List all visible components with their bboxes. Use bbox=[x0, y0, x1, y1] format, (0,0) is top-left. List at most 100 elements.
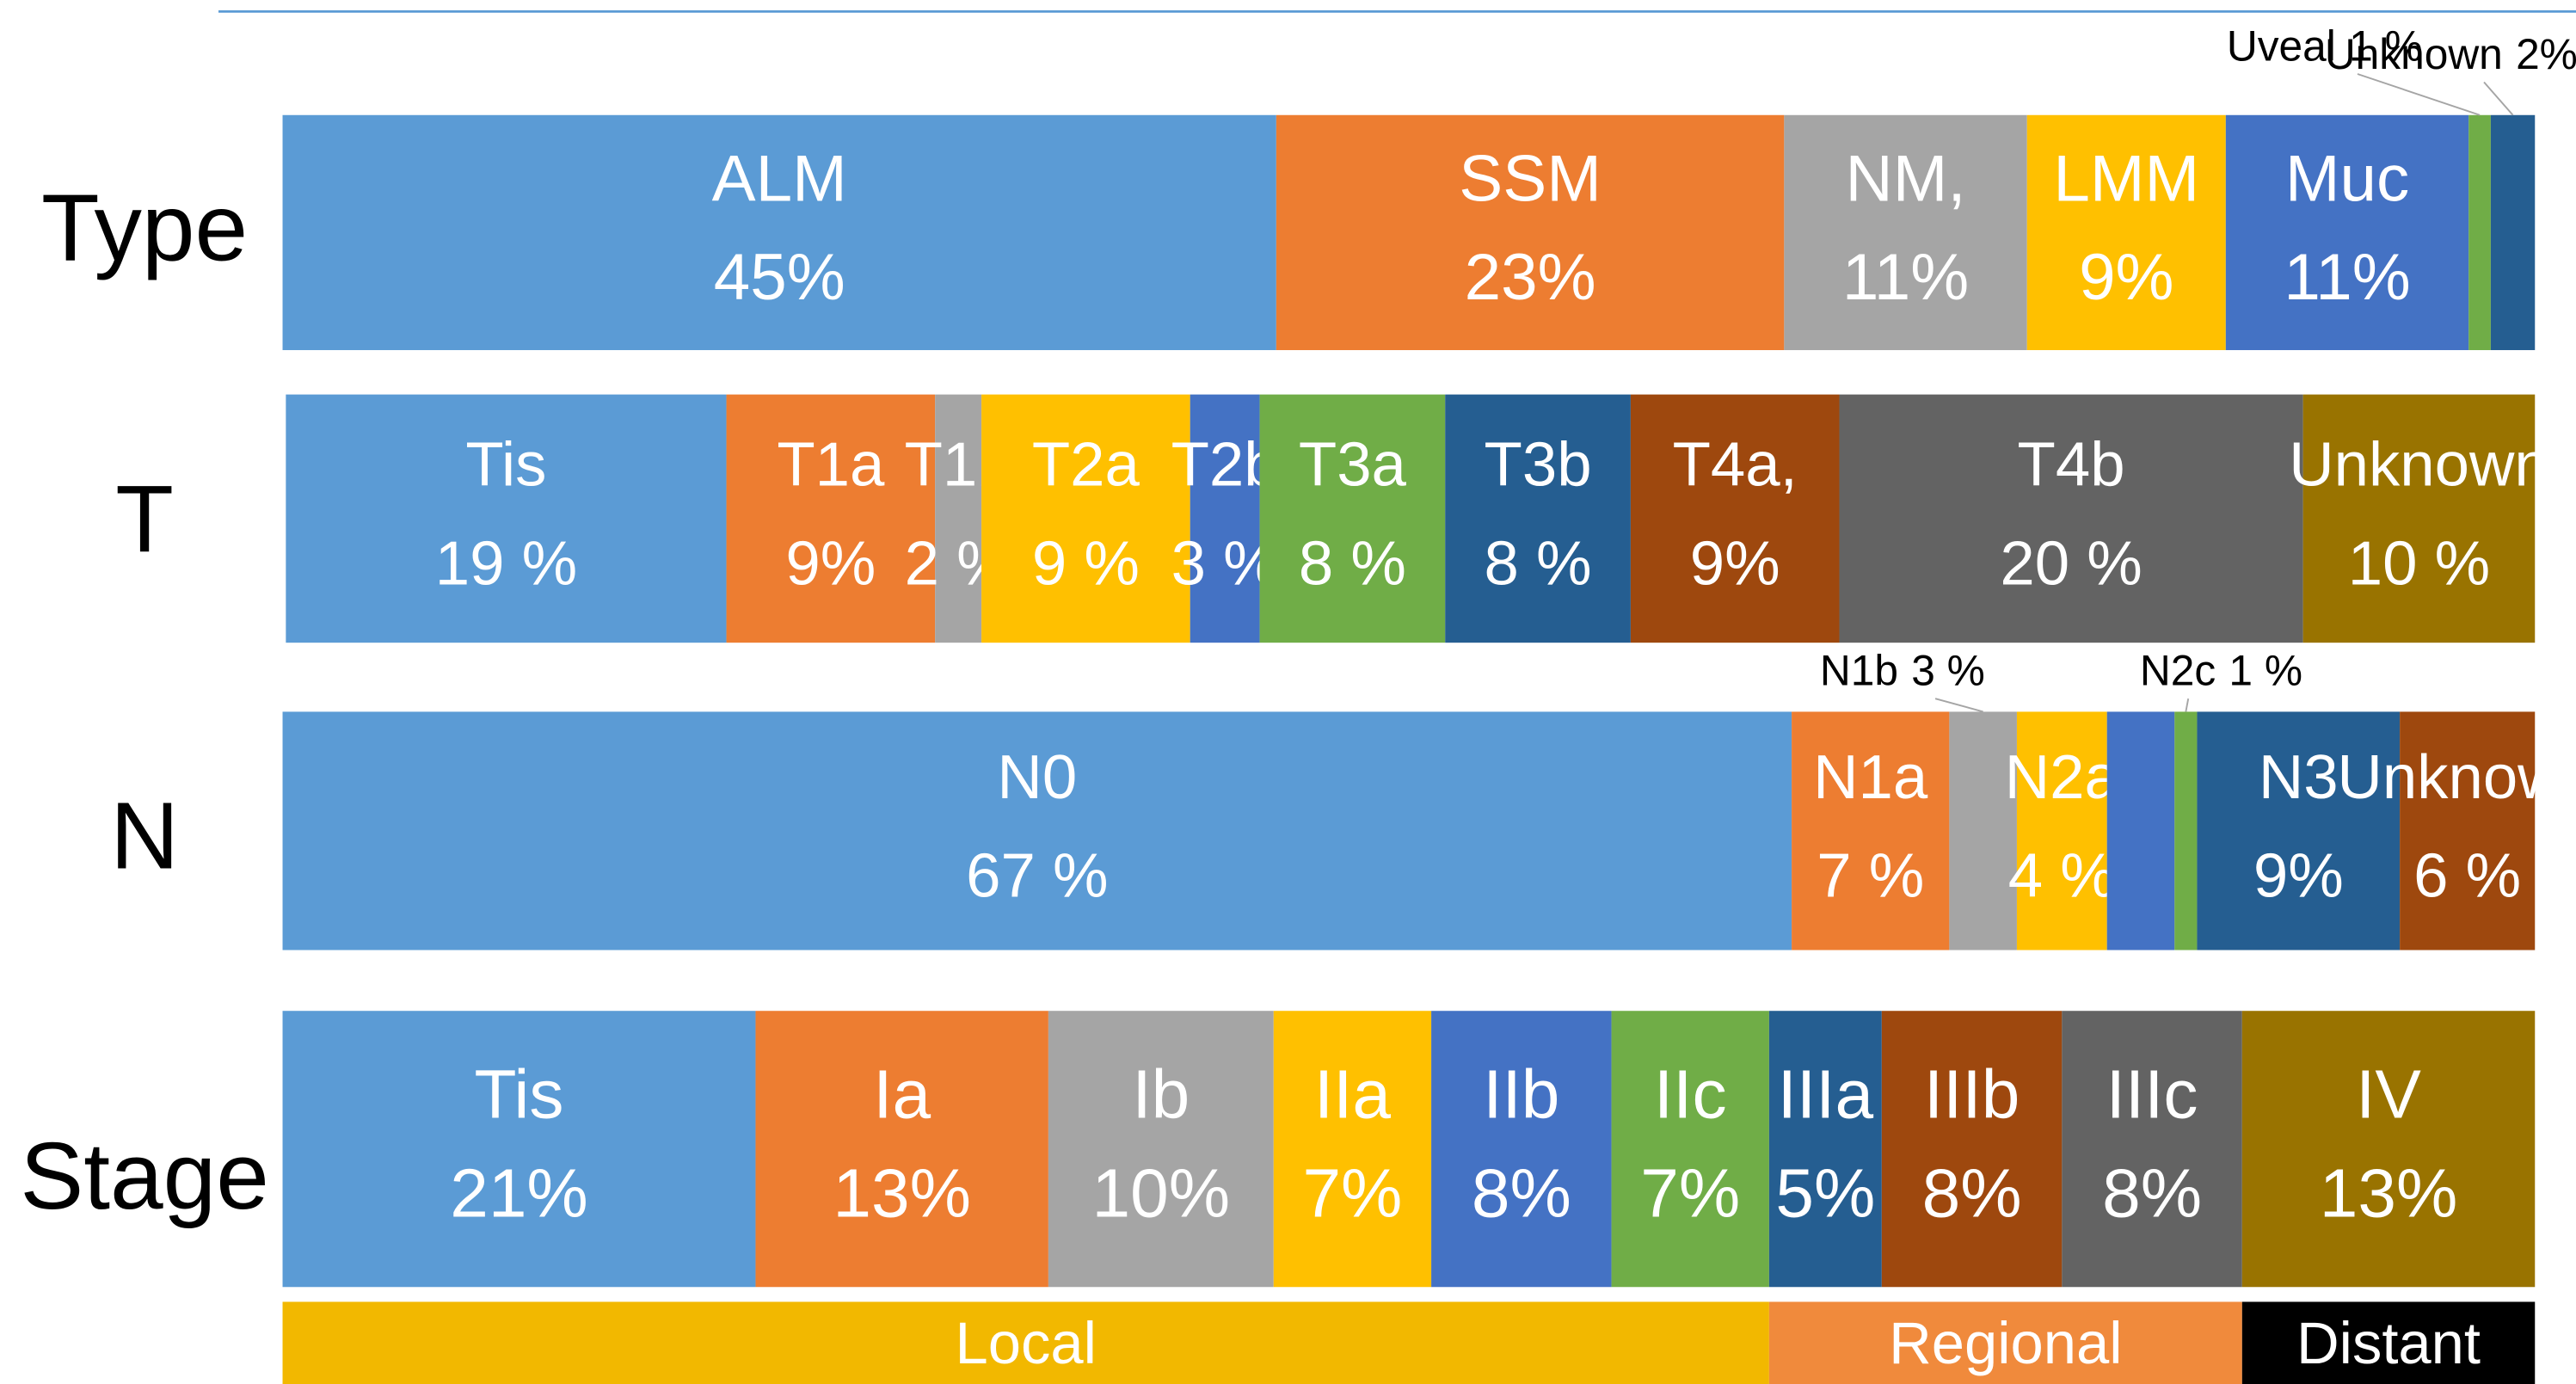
segment-name: LMM bbox=[2053, 142, 2199, 215]
segment-name: N2a bbox=[2005, 742, 2120, 812]
segment-value: 4 % bbox=[2008, 840, 2116, 910]
segment-value: 19 % bbox=[435, 528, 577, 598]
segment bbox=[1792, 711, 1950, 950]
leader-line bbox=[2185, 698, 2190, 712]
segment-value: 9% bbox=[2079, 241, 2173, 314]
stage-group-band bbox=[1768, 1301, 2242, 1384]
segment bbox=[1611, 1011, 1769, 1288]
segment-label: N1b 3 % bbox=[1820, 647, 1985, 695]
segment-value: 13% bbox=[2320, 1154, 2458, 1232]
segment-name: IIc bbox=[1654, 1056, 1727, 1134]
segment-value: 9% bbox=[2253, 840, 2344, 910]
segment-name: T2a bbox=[1032, 430, 1140, 500]
segment-name: Ib bbox=[1132, 1056, 1190, 1134]
segment bbox=[2197, 711, 2401, 950]
segment bbox=[2302, 394, 2536, 643]
segment-value: 21% bbox=[450, 1154, 588, 1232]
segment-name: IIIa bbox=[1778, 1056, 1874, 1134]
segment-name: N2c bbox=[2140, 647, 2216, 695]
segment bbox=[1273, 1011, 1432, 1288]
segment-name: N1a bbox=[1813, 742, 1928, 812]
segment-name: Tis bbox=[475, 1056, 564, 1134]
segment bbox=[2106, 711, 2175, 950]
segment-value: 10% bbox=[1092, 1154, 1231, 1232]
segment-value: 8 % bbox=[1485, 528, 1592, 598]
segment-value: 45% bbox=[714, 241, 845, 314]
segment-name: Uveal bbox=[2227, 22, 2336, 70]
segment-value: 7 % bbox=[1817, 840, 1924, 910]
stage-group-band bbox=[282, 1301, 1769, 1384]
stage-group-band bbox=[2241, 1301, 2536, 1384]
segment-name: T3a bbox=[1299, 430, 1407, 500]
leader-line bbox=[1934, 698, 1983, 713]
segment bbox=[2468, 114, 2491, 351]
segment-name: IIa bbox=[1314, 1056, 1392, 1134]
segment-value: 8 % bbox=[1299, 528, 1406, 598]
leader-line bbox=[2483, 81, 2514, 116]
segment-value: 3 % bbox=[1911, 647, 1985, 695]
segment-value: 10 % bbox=[2348, 528, 2490, 598]
row-label: N bbox=[110, 784, 179, 889]
segment bbox=[1445, 394, 1631, 643]
segment-name: Unknown bbox=[2289, 430, 2549, 500]
segment-value: 67 % bbox=[966, 840, 1108, 910]
segment-name: N1b bbox=[1820, 647, 1898, 695]
segment bbox=[1276, 114, 1785, 351]
segment bbox=[2225, 114, 2469, 351]
segment bbox=[2400, 711, 2536, 950]
segment-label: Unknown 2% bbox=[2325, 30, 2576, 78]
segment-value: 5% bbox=[1775, 1154, 1875, 1232]
segment-name: N3 bbox=[2259, 742, 2339, 812]
segment bbox=[2016, 711, 2107, 950]
segment bbox=[1784, 114, 2027, 351]
segment bbox=[2026, 114, 2226, 351]
segment-name: T4a, bbox=[1673, 430, 1798, 500]
segment-value: 11% bbox=[2284, 241, 2410, 314]
segment-name: ALM bbox=[712, 142, 847, 215]
segment bbox=[981, 394, 1190, 643]
segment bbox=[1259, 394, 1446, 643]
leader-line bbox=[2357, 73, 2481, 116]
segment-value: 9% bbox=[785, 528, 876, 598]
segment-value: 8% bbox=[2102, 1154, 2202, 1232]
row-label: T bbox=[115, 466, 174, 572]
segment bbox=[1048, 1011, 1274, 1288]
segment bbox=[726, 394, 936, 643]
segment-value: 9 % bbox=[1032, 528, 1140, 598]
segment-name: Muc bbox=[2285, 142, 2409, 215]
segment bbox=[1431, 1011, 1612, 1288]
segment-value: 2% bbox=[2516, 30, 2576, 78]
segment bbox=[1768, 1011, 1882, 1288]
segment bbox=[1839, 394, 2303, 643]
segment bbox=[1190, 394, 1260, 643]
segment-name: IIIb bbox=[1924, 1056, 2020, 1134]
segment bbox=[935, 394, 982, 643]
segment-value: 1 % bbox=[2349, 22, 2423, 70]
segment-name: NM, bbox=[1846, 142, 1966, 215]
segment-value: 1 % bbox=[2229, 647, 2302, 695]
row-label: Stage bbox=[20, 1123, 268, 1229]
segment-name: T3b bbox=[1485, 430, 1592, 500]
segment bbox=[755, 1011, 1048, 1288]
segment-name: SSM bbox=[1459, 142, 1602, 215]
stage-group-label: Local bbox=[956, 1310, 1097, 1376]
segment-value: 7% bbox=[1302, 1154, 1402, 1232]
segment-name: IIIc bbox=[2106, 1056, 2198, 1134]
segment bbox=[282, 1011, 756, 1288]
segment-value: 7% bbox=[1640, 1154, 1740, 1232]
segment-name: Unknown bbox=[2337, 742, 2576, 812]
segment-name: Ia bbox=[873, 1056, 931, 1134]
row-label: Type bbox=[41, 175, 248, 281]
segment-value: 20 % bbox=[2000, 528, 2142, 598]
segment-value: 9% bbox=[1690, 528, 1780, 598]
segment-label: Uveal 1 % bbox=[2227, 22, 2423, 70]
segment-name: Tis bbox=[465, 430, 546, 500]
segment bbox=[2490, 114, 2536, 351]
segment bbox=[282, 711, 1792, 950]
segment-name: N0 bbox=[997, 742, 1077, 812]
stage-group-label: Distant bbox=[2296, 1310, 2481, 1376]
segment-value: 8% bbox=[1922, 1154, 2022, 1232]
segment-value: 11% bbox=[1842, 241, 1969, 314]
